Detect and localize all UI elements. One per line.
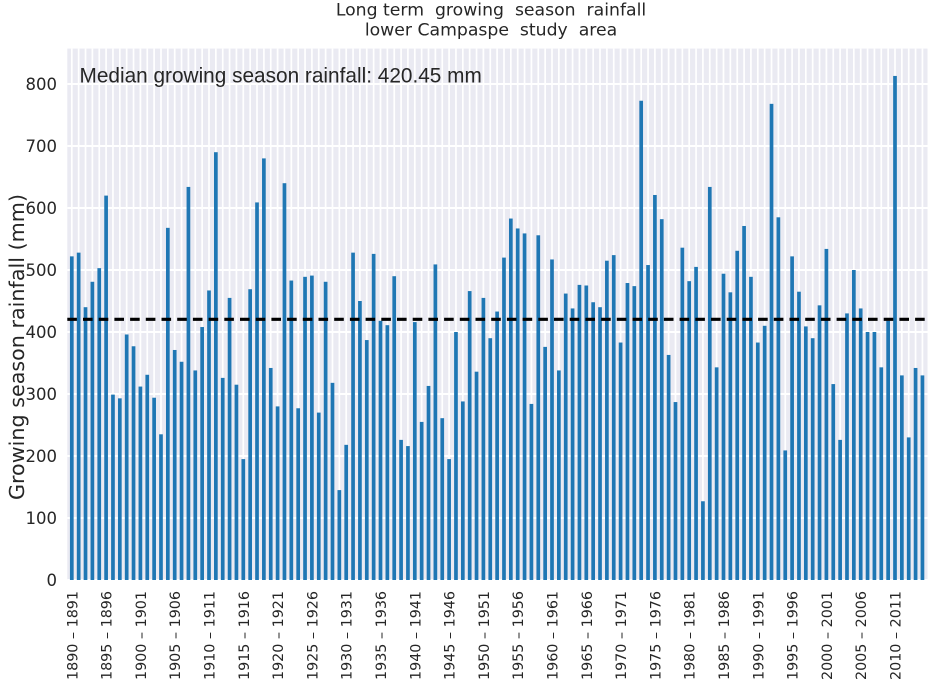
svg-text:1985 – 1986: 1985 – 1986	[717, 591, 733, 680]
svg-text:1895 – 1896: 1895 – 1896	[100, 591, 116, 680]
svg-text:lower Campaspe study area: lower Campaspe study area	[365, 21, 617, 41]
svg-text:1910 – 1911: 1910 – 1911	[203, 591, 219, 680]
svg-text:2005 – 2006: 2005 – 2006	[854, 591, 870, 680]
svg-text:1905 – 1906: 1905 – 1906	[168, 591, 184, 680]
svg-text:100: 100	[26, 509, 58, 528]
svg-text:1930 – 1931: 1930 – 1931	[340, 591, 356, 680]
svg-text:200: 200	[26, 447, 58, 466]
svg-text:300: 300	[26, 385, 58, 404]
svg-text:700: 700	[26, 137, 58, 156]
svg-text:1960 – 1961: 1960 – 1961	[546, 591, 562, 680]
svg-text:Growing season rainfall (mm): Growing season rainfall (mm)	[5, 194, 29, 500]
svg-text:500: 500	[26, 261, 58, 280]
svg-text:2010 – 2011: 2010 – 2011	[889, 591, 905, 680]
svg-text:0: 0	[47, 571, 58, 590]
svg-text:1925 – 1926: 1925 – 1926	[305, 591, 321, 680]
svg-text:1940 – 1941: 1940 – 1941	[408, 591, 424, 680]
svg-text:400: 400	[26, 323, 58, 342]
svg-text:800: 800	[26, 75, 58, 94]
svg-text:1915 – 1916: 1915 – 1916	[237, 591, 253, 680]
svg-text:1935 – 1936: 1935 – 1936	[374, 591, 390, 680]
svg-text:1980 – 1981: 1980 – 1981	[683, 591, 699, 680]
svg-text:600: 600	[26, 199, 58, 218]
svg-text:1920 – 1921: 1920 – 1921	[271, 591, 287, 680]
svg-text:1945 – 1946: 1945 – 1946	[443, 591, 459, 680]
svg-text:Long term growing season ra: Long term growing season rainfall	[336, 0, 646, 20]
svg-text:1970 – 1971: 1970 – 1971	[614, 591, 630, 680]
svg-text:1990 – 1991: 1990 – 1991	[751, 591, 767, 680]
svg-text:1900 – 1901: 1900 – 1901	[134, 591, 150, 680]
svg-text:Median growing season rainfall: Median growing season rainfall: 420.45 m…	[80, 64, 482, 87]
svg-text:1955 – 1956: 1955 – 1956	[511, 591, 527, 680]
svg-text:1965 – 1966: 1965 – 1966	[580, 591, 596, 680]
svg-text:1995 – 1996: 1995 – 1996	[786, 591, 802, 680]
svg-text:1890 – 1891: 1890 – 1891	[65, 591, 81, 680]
svg-text:1950 – 1951: 1950 – 1951	[477, 591, 493, 680]
svg-text:1975 – 1976: 1975 – 1976	[648, 591, 664, 680]
svg-text:2000 – 2001: 2000 – 2001	[820, 591, 836, 680]
